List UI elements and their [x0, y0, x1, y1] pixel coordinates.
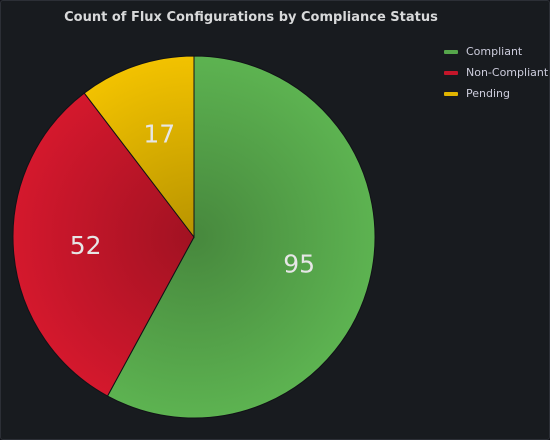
slice-value-label: 95: [283, 249, 315, 278]
legend-item-non-compliant[interactable]: Non-Compliant: [444, 62, 548, 83]
panel-title: Count of Flux Configurations by Complian…: [64, 10, 438, 25]
pie-slices: [12, 55, 376, 419]
legend: Compliant Non-Compliant Pending: [444, 41, 548, 104]
pie-labels: 95 52 17: [70, 120, 315, 279]
legend-item-pending[interactable]: Pending: [444, 83, 548, 104]
pie-slice-non-compliant[interactable]: [12, 92, 195, 397]
legend-swatch: [444, 70, 458, 75]
legend-swatch: [444, 91, 458, 96]
slice-value-label: 17: [143, 120, 175, 149]
legend-label: Non-Compliant: [466, 66, 549, 79]
legend-swatch: [444, 49, 458, 54]
legend-label: Compliant: [466, 45, 523, 58]
legend-item-compliant[interactable]: Compliant: [444, 41, 548, 62]
legend-label: Pending: [466, 87, 510, 100]
pie-slice-compliant[interactable]: [106, 55, 376, 419]
pie-slice-pending[interactable]: [83, 55, 195, 239]
slice-value-label: 52: [70, 231, 102, 260]
